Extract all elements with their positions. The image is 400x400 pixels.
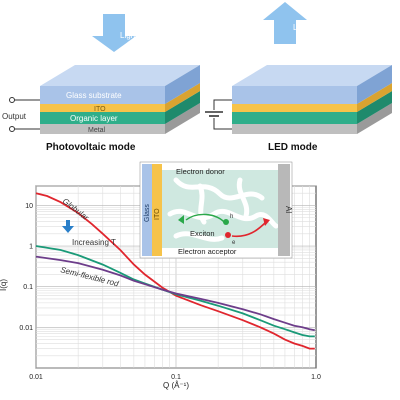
y-tick-label: 0.1 [23, 284, 33, 291]
down-arrow-icon [62, 220, 74, 233]
inset-al-bar [278, 164, 290, 256]
series-lines [35, 192, 315, 350]
x-axis-label: Q (Å⁻¹) [163, 381, 189, 390]
battery-icon [205, 99, 232, 130]
light-arrow-down-icon [92, 14, 136, 52]
electron-donor-label: Electron donor [176, 167, 225, 176]
led-ito-layer [232, 104, 357, 112]
exciton-label: Exciton [190, 229, 215, 238]
glass-substrate-label: Glass substrate [66, 91, 122, 100]
glass-substrate-layer [40, 86, 165, 104]
photovoltaic-caption: Photovoltaic mode [46, 142, 136, 153]
y-axis-label: I(q) [0, 279, 8, 291]
hole-dot [223, 219, 229, 225]
x-tick-labels: 0.01 0.1 1.0 [29, 374, 321, 381]
y-tick-labels: 10 1 0.1 0.01 [19, 203, 33, 332]
output-wires [9, 97, 40, 132]
led-glass-layer [232, 86, 357, 104]
x-tick-label: 0.01 [29, 374, 43, 381]
series-line-1 [35, 245, 315, 338]
metal-label: Metal [88, 127, 106, 134]
increasing-t-annotation: Increasing T [72, 238, 116, 247]
series-line-0 [35, 192, 315, 350]
organic-layer-label: Organic layer [70, 114, 118, 123]
x-tick-label: 0.1 [171, 374, 181, 381]
light-arrow-up-icon [263, 2, 307, 44]
y-tick-label: 10 [25, 203, 33, 210]
inset-glass-label: Glass [144, 204, 151, 222]
ito-layer [40, 104, 165, 112]
led-device: Light LED mode [205, 2, 392, 153]
exciton-marker: h e [178, 213, 270, 246]
led-organic-layer [232, 112, 357, 124]
series-line-2 [35, 255, 315, 332]
x-tick-label: 1.0 [311, 374, 321, 381]
hole-label: h [230, 214, 233, 220]
photovoltaic-device: Light Glass substrate ITO Organic layer … [2, 14, 200, 153]
inset-glass-bar [142, 164, 152, 256]
organic-layer [40, 112, 165, 124]
inset-ito-label: ITO [154, 208, 161, 220]
y-tick-label: 0.01 [19, 325, 33, 332]
pv-light-label: Light [120, 31, 138, 40]
glass-layer-top [40, 65, 200, 86]
led-light-label: Light [293, 23, 311, 32]
inset-diagram: Glass ITO Al Electron donor Electron acc… [139, 161, 293, 259]
acceptor-network [167, 177, 279, 242]
inset-al-label: Al [284, 206, 293, 213]
ito-label: ITO [94, 106, 106, 113]
output-label: Output [2, 112, 27, 121]
led-metal-layer [232, 124, 357, 134]
y-tick-label: 1 [29, 244, 33, 251]
electron-label: e [232, 240, 236, 246]
inset-ito-bar [152, 164, 162, 256]
led-caption: LED mode [268, 142, 318, 153]
metal-layer [40, 124, 165, 134]
electron-dot [225, 232, 231, 238]
electron-acceptor-label: Electron acceptor [178, 247, 237, 256]
